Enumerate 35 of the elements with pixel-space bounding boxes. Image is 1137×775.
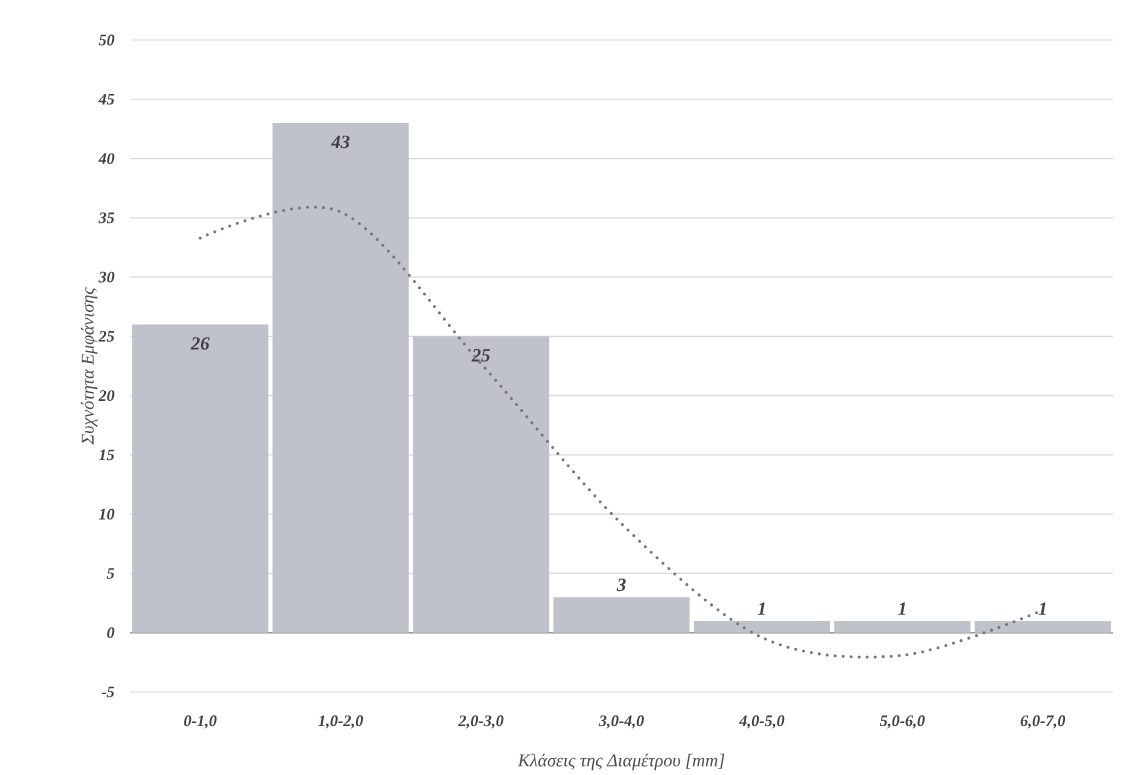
y-tick-label: 50 <box>98 34 115 46</box>
y-tick-label: -5 <box>101 686 115 698</box>
bar <box>272 123 409 633</box>
bar <box>974 621 1111 633</box>
y-tick-label: 10 <box>99 508 115 520</box>
y-tick-label: 0 <box>107 627 115 639</box>
y-tick-label: 5 <box>106 568 115 579</box>
data-label: 1 <box>757 602 765 616</box>
data-label: 26 <box>190 337 210 350</box>
x-tick-label: 1,0-2,0 <box>318 715 364 729</box>
x-tick-label: 3,0-4,0 <box>598 715 644 729</box>
bar <box>693 621 831 633</box>
data-label: 3 <box>616 578 626 592</box>
x-tick-label: 6,0-7,0 <box>1020 715 1066 729</box>
bar <box>412 336 550 633</box>
bar <box>553 597 690 633</box>
data-label: 1 <box>898 602 906 616</box>
x-tick-label: 5,0-6,0 <box>879 715 925 729</box>
y-tick-label: 45 <box>98 94 115 105</box>
y-tick-label: 40 <box>98 153 115 165</box>
y-tick-label: 15 <box>99 449 115 461</box>
y-tick-label: 25 <box>98 331 115 342</box>
x-tick-label: 4,0-5,0 <box>739 715 785 729</box>
y-axis-title: Συχνότητα Εμφάνισης <box>80 287 98 445</box>
data-label: 1 <box>1038 602 1046 616</box>
y-tick-label: 20 <box>98 390 115 402</box>
bar <box>834 621 971 633</box>
x-tick-label: 0-1,0 <box>184 715 217 729</box>
data-label: 25 <box>471 349 490 362</box>
y-tick-label: 35 <box>98 212 115 224</box>
bar <box>132 324 269 633</box>
y-tick-label: 30 <box>98 271 115 283</box>
data-label: 43 <box>331 135 350 149</box>
x-axis-title: Κλάσεις της Διαμέτρου [mm] <box>517 753 725 771</box>
x-tick-label: 2,0-3,0 <box>458 715 504 729</box>
